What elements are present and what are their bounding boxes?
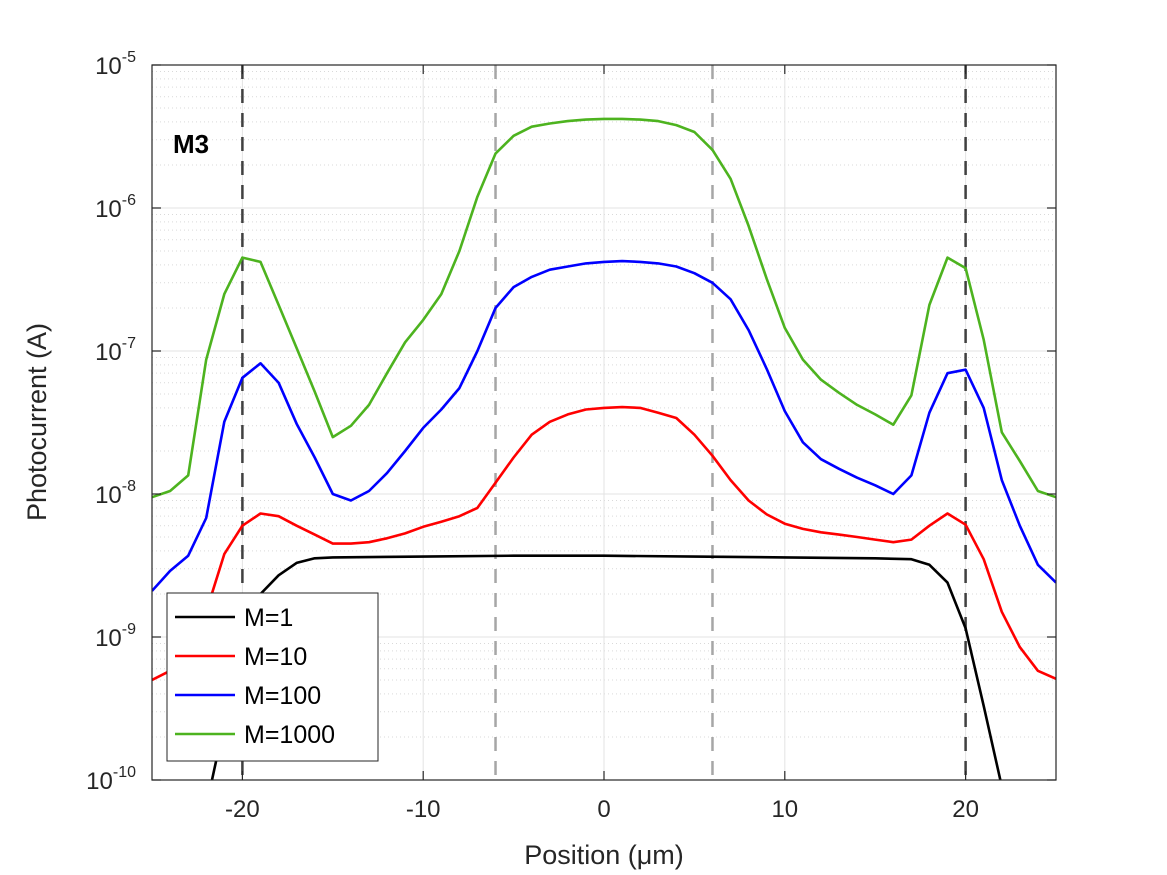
- legend-label: M=100: [244, 682, 321, 710]
- y-tick-labels: 10-10 10-9 10-8 10-7 10-6 10-5: [86, 49, 136, 795]
- x-tick-label: -10: [406, 796, 441, 823]
- axis-ticks: [152, 64, 1056, 781]
- x-tick-label: 0: [597, 796, 610, 823]
- legend-label: M=10: [244, 643, 307, 671]
- y-axis-label: Photocurrent (A): [22, 323, 52, 521]
- y-tick-label: 10-10: [86, 764, 136, 795]
- y-tick-label: 10-9: [95, 621, 136, 652]
- series-lines: [152, 117, 1056, 780]
- series-line-m-10: [152, 405, 1056, 682]
- x-axis-label: Position (μm): [524, 840, 684, 870]
- legend-label: M=1000: [244, 721, 335, 749]
- y-tick-label: 10-5: [95, 49, 136, 80]
- x-tick-label: -20: [225, 796, 260, 823]
- panel-annotation: M3: [173, 129, 209, 159]
- x-tick-labels: -20 -10 0 10 20: [225, 796, 979, 823]
- legend-label: M=1: [244, 604, 293, 632]
- series-line-m-100: [152, 259, 1056, 592]
- series-line-m-1000: [152, 117, 1056, 499]
- legend: M=1 M=10 M=100 M=1000: [166, 592, 379, 762]
- x-tick-label: 10: [771, 796, 798, 823]
- y-tick-label: 10-7: [95, 335, 136, 366]
- x-tick-label: 20: [952, 796, 979, 823]
- series-line-m-1: [210, 554, 1002, 780]
- y-tick-label: 10-6: [95, 192, 136, 223]
- y-tick-label: 10-8: [95, 478, 136, 509]
